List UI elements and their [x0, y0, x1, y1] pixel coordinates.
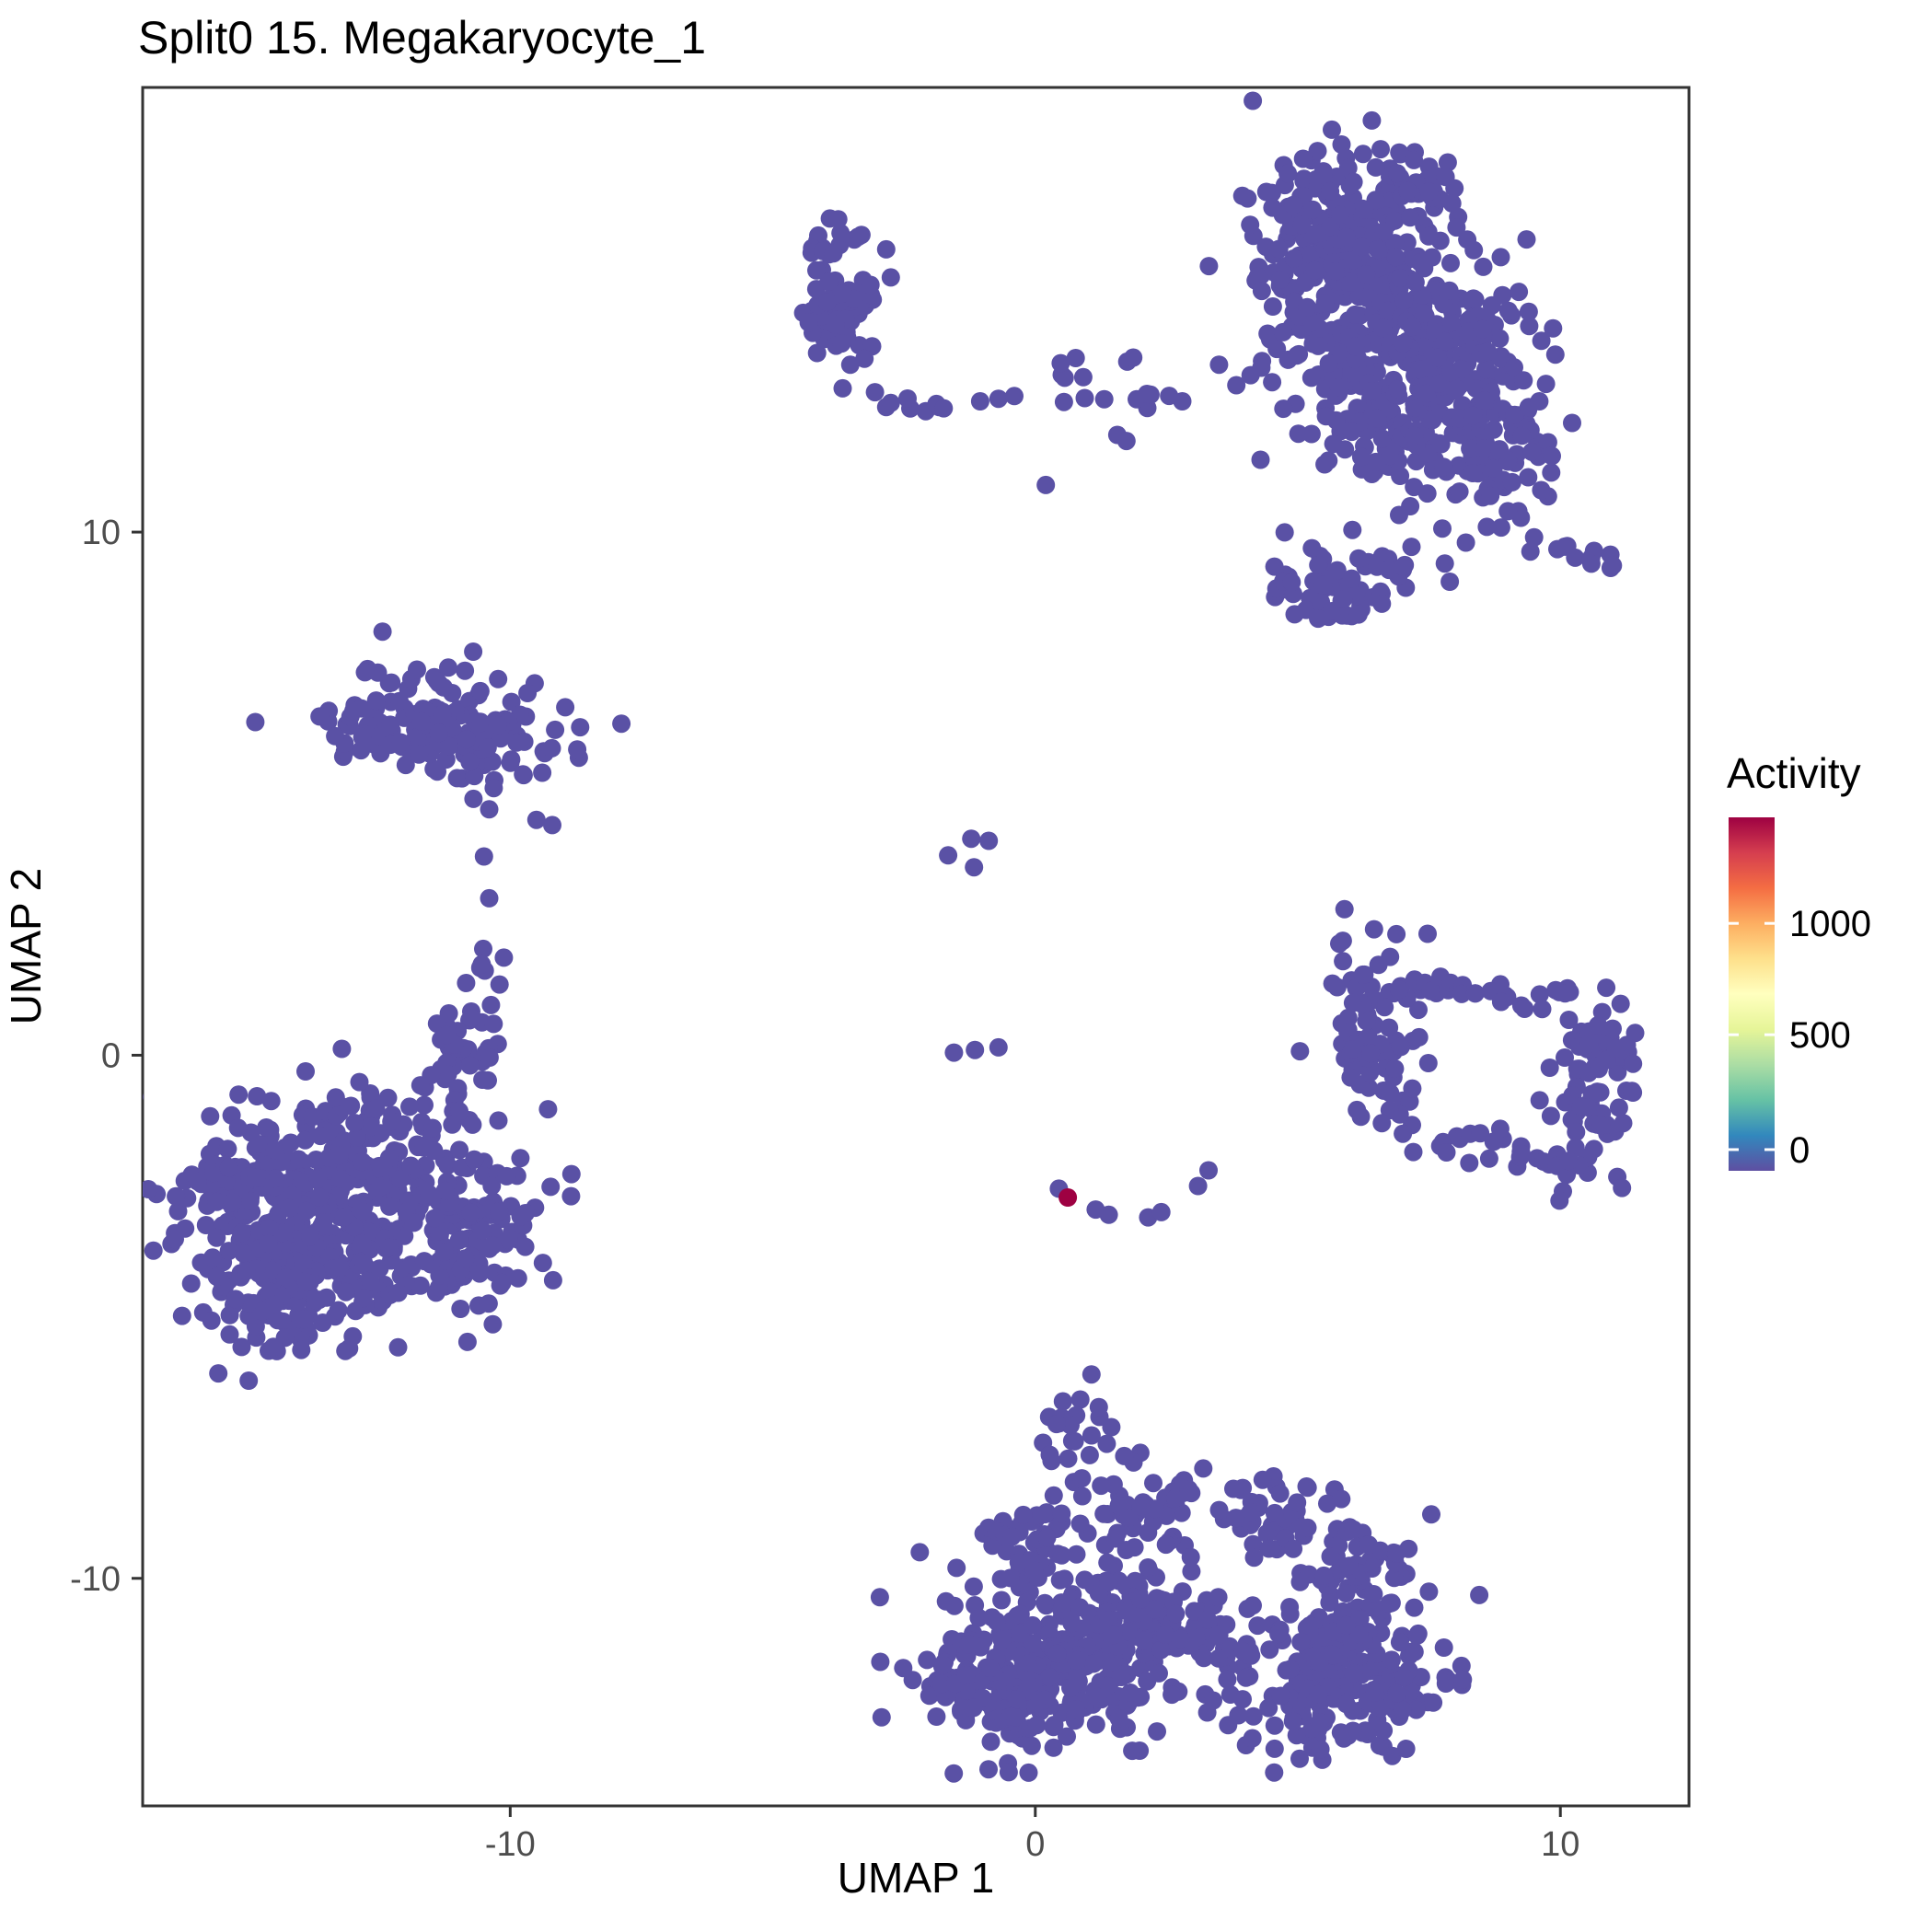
y-tick-label: 10 [82, 514, 121, 552]
y-axis-title: UMAP 2 [2, 868, 50, 1024]
x-tick-label: 0 [1025, 1825, 1045, 1864]
y-tick-label: -10 [70, 1560, 121, 1599]
points-layer [143, 91, 1645, 1783]
legend-tick-label: 1000 [1789, 904, 1871, 944]
y-tick-label: 0 [101, 1036, 121, 1075]
legend-title: Activity [1727, 749, 1861, 797]
legend-tick-label: 0 [1789, 1130, 1810, 1171]
legend-tick-label: 500 [1789, 1015, 1851, 1056]
x-axis-title: UMAP 1 [838, 1854, 994, 1902]
axes-layer: -10 0 10 10 0 -10 [70, 514, 1579, 1864]
chart-title: Split0 15. Megakaryocyte_1 [138, 12, 706, 64]
x-tick-label: 10 [1541, 1825, 1579, 1864]
legend-colorbar [1729, 817, 1775, 1171]
highlight-point [1059, 1188, 1078, 1207]
x-tick-label: -10 [485, 1825, 536, 1864]
legend: 1000 500 0 [1729, 817, 1871, 1171]
